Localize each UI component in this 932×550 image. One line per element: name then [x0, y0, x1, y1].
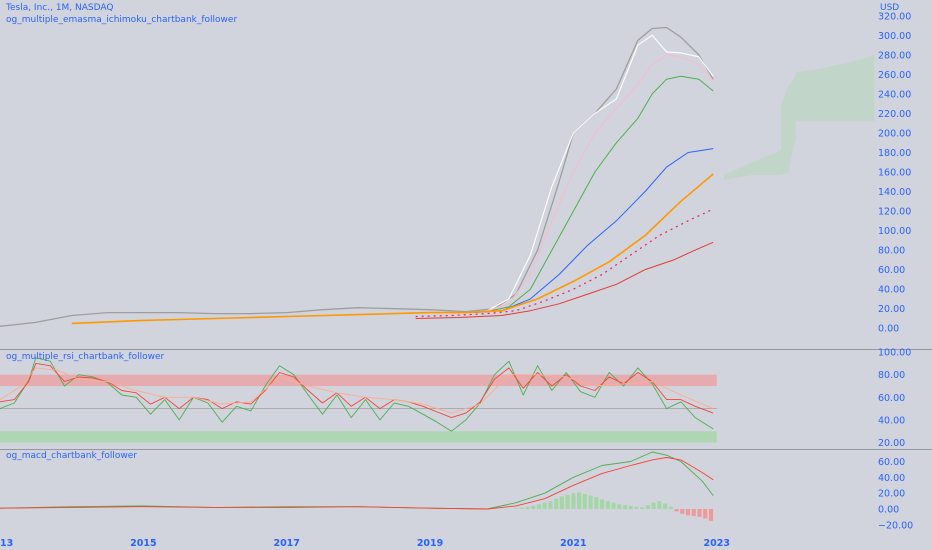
price-series-4	[472, 148, 714, 314]
rsi-y-tick-label: 20.00	[878, 438, 905, 449]
macd-histogram-bar	[645, 505, 650, 510]
price-y-tick-label: 280.00	[878, 50, 911, 61]
macd-histogram-bar	[634, 506, 639, 510]
macd-histogram-bar	[680, 509, 685, 514]
rsi-y-tick-label: 40.00	[878, 415, 905, 426]
macd-histogram-bar	[554, 498, 559, 509]
macd-histogram-bar	[708, 509, 714, 521]
macd-histogram-bar	[599, 499, 605, 509]
macd-y-tick-label: −20.00	[878, 520, 913, 531]
macd-histogram-bar	[513, 508, 519, 509]
macd-histogram-bar	[622, 505, 628, 510]
macd-pane-title[interactable]: og_macd_chartbank_follower	[6, 451, 137, 461]
macd-histogram-bar	[617, 504, 622, 510]
macd-histogram-bar	[691, 509, 696, 517]
macd-histogram-bar	[525, 506, 530, 510]
price-y-tick-label: 120.00	[878, 207, 911, 218]
macd-histogram-bar	[628, 505, 633, 510]
price-series-1	[487, 34, 714, 312]
price-y-tick-label: 160.00	[878, 168, 911, 179]
price-series-3	[487, 75, 714, 313]
macd-histogram-bar	[611, 502, 616, 509]
macd-histogram-bar	[697, 509, 702, 517]
macd-histogram-bar	[582, 494, 587, 509]
macd-histogram-bar	[531, 505, 536, 510]
x-tick-label: 2013	[0, 538, 13, 549]
rsi-series-2	[0, 367, 714, 414]
price-y-tick-label: 180.00	[878, 148, 911, 159]
currency-label: USD	[880, 3, 900, 13]
price-y-tick-label: 260.00	[878, 70, 911, 81]
macd-histogram-bar	[559, 496, 564, 510]
macd-histogram-bar	[536, 504, 542, 510]
price-y-tick-label: 100.00	[878, 226, 911, 237]
rsi-y-tick-label: 60.00	[878, 393, 905, 404]
macd-histogram-bar	[519, 507, 524, 509]
price-y-tick-label: 80.00	[878, 246, 905, 257]
macd-histogram-bar	[703, 509, 708, 519]
price-y-tick-label: 60.00	[878, 265, 905, 276]
x-tick-label: 2019	[417, 538, 443, 549]
rsi-series-1	[0, 362, 714, 419]
macd-histogram-bar	[577, 492, 582, 509]
price-y-tick-label: 240.00	[878, 89, 911, 100]
macd-y-tick-label: 60.00	[878, 457, 905, 468]
rsi-pane-title[interactable]: og_multiple_rsi_chartbank_follower	[6, 352, 165, 362]
price-y-tick-label: 0.00	[878, 324, 899, 335]
price-series-0	[0, 26, 714, 327]
price-y-tick-label: 20.00	[878, 304, 905, 315]
macd-histogram-bar	[548, 501, 553, 509]
price-y-tick-label: 300.00	[878, 31, 911, 42]
macd-y-tick-label: 40.00	[878, 473, 905, 484]
x-tick-label: 2023	[704, 538, 730, 549]
macd-histogram-bar	[668, 506, 673, 510]
x-tick-label: 2015	[130, 538, 156, 549]
price-y-tick-label: 200.00	[878, 128, 911, 139]
macd-histogram-bar	[657, 501, 662, 509]
macd-histogram-bar	[594, 497, 599, 509]
macd-histogram-bar	[605, 501, 610, 509]
ichimoku-cloud	[723, 54, 875, 180]
rsi-y-tick-label: 100.00	[878, 348, 911, 359]
macd-histogram-bar	[565, 494, 570, 510]
main-indicator-title[interactable]: og_multiple_emasma_ichimoku_chartbank_fo…	[6, 15, 238, 25]
rsi-oversold-band	[0, 431, 717, 443]
x-tick-label: 2021	[560, 538, 586, 549]
price-y-tick-label: 40.00	[878, 285, 905, 296]
macd-series-1	[0, 457, 714, 510]
macd-histogram-bar	[663, 503, 668, 509]
macd-histogram-bar	[588, 495, 593, 510]
price-series-7	[415, 241, 714, 319]
price-series-5	[71, 173, 714, 325]
x-tick-label: 2017	[273, 538, 299, 549]
macd-histogram-bar	[685, 509, 691, 516]
price-series-2	[487, 54, 714, 312]
macd-y-tick-label: 0.00	[878, 505, 899, 516]
macd-y-tick-label: 20.00	[878, 489, 905, 500]
macd-histogram-bar	[640, 507, 645, 509]
rsi-overbought-band	[0, 374, 717, 387]
rsi-y-tick-label: 80.00	[878, 370, 905, 381]
price-y-tick-label: 320.00	[878, 11, 911, 22]
price-series-6	[415, 208, 714, 318]
macd-histogram-bar	[542, 502, 547, 509]
macd-histogram-bar	[651, 502, 656, 509]
macd-histogram-bar	[571, 493, 576, 509]
price-y-tick-label: 140.00	[878, 187, 911, 198]
macd-histogram-bar	[674, 509, 679, 512]
rsi-series-0	[0, 357, 714, 432]
symbol-title: Tesla, Inc., 1M, NASDAQ	[6, 3, 114, 13]
price-y-tick-label: 220.00	[878, 109, 911, 120]
